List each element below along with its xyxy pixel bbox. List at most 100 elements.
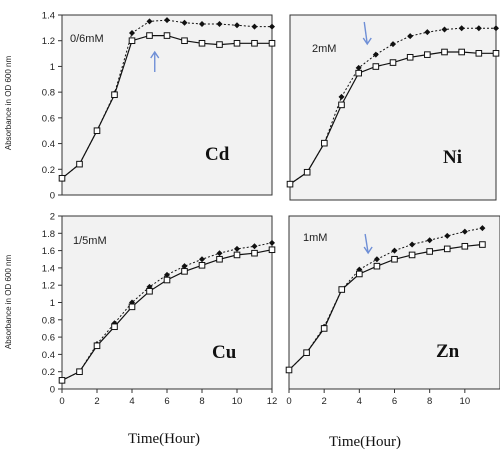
- metal-label: Zn: [436, 341, 460, 362]
- data-point: [285, 366, 293, 374]
- data-point: [390, 41, 396, 48]
- data-point: [164, 17, 170, 24]
- data-point: [58, 174, 66, 182]
- y-tick-label: 0.2: [42, 165, 55, 176]
- data-point: [372, 63, 380, 70]
- data-point: [163, 32, 171, 39]
- data-point: [391, 247, 398, 254]
- data-point: [356, 270, 363, 278]
- data-point: [461, 228, 468, 235]
- data-point: [355, 69, 362, 77]
- data-point: [389, 59, 397, 66]
- data-point: [479, 241, 486, 248]
- data-point: [286, 180, 294, 188]
- panel-cd: 0 0.2 0.4 0.6 0.8 1 1.2 1.4 0/6mM Cd: [42, 11, 276, 202]
- concentration-label: 1/5mM: [73, 235, 107, 247]
- data-point: [441, 48, 448, 56]
- data-point: [268, 246, 276, 254]
- x-tick-label: 6: [392, 396, 397, 407]
- y-tick-label: 2: [50, 212, 55, 223]
- data-point: [58, 377, 66, 384]
- data-point: [198, 39, 206, 47]
- data-point: [444, 232, 451, 239]
- data-point: [338, 101, 345, 109]
- data-point: [475, 50, 483, 57]
- y-tick-label: 0.4: [42, 350, 55, 361]
- x-tick-label: 4: [129, 396, 134, 407]
- data-point: [320, 325, 328, 332]
- data-point: [129, 30, 135, 36]
- data-point: [492, 50, 500, 57]
- data-point: [76, 368, 83, 375]
- x-tick-label: 10: [232, 396, 243, 407]
- data-point: [233, 251, 241, 259]
- y-tick-label: 0: [50, 191, 55, 202]
- panel-zn: 0 2 4 6 8 10 1mM Zn: [285, 215, 500, 407]
- y-tick-label: 0: [50, 385, 55, 396]
- y-tick-label: 1: [50, 62, 55, 73]
- data-point: [251, 39, 258, 47]
- concentration-label: 2mM: [312, 43, 336, 55]
- x-tick-label: 4: [357, 396, 362, 407]
- data-point: [251, 243, 258, 250]
- data-point: [303, 168, 311, 176]
- data-point: [199, 256, 205, 263]
- data-point: [198, 262, 206, 269]
- y-tick-label: 0.8: [42, 88, 55, 99]
- x-tick-label: 2: [94, 396, 99, 407]
- data-point: [461, 242, 469, 250]
- data-point: [321, 139, 328, 147]
- arrow-icon: [150, 50, 160, 72]
- data-point: [216, 21, 223, 27]
- x-tick-label: 8: [199, 396, 204, 407]
- data-point: [199, 21, 205, 27]
- y-tick-label: 0.4: [42, 139, 55, 150]
- data-point: [426, 248, 433, 255]
- y-tick-label: 1.2: [42, 281, 55, 292]
- data-point: [146, 18, 153, 25]
- data-point: [163, 276, 171, 284]
- y-tick-label: 1: [50, 298, 55, 309]
- data-point: [268, 39, 276, 47]
- data-point: [493, 25, 499, 32]
- metal-label: Cu: [212, 342, 237, 363]
- data-point: [251, 249, 258, 257]
- data-point: [111, 91, 118, 99]
- data-point: [181, 268, 188, 275]
- data-point: [391, 255, 398, 263]
- data-point: [373, 262, 381, 270]
- panel-ni: 2mM Ni: [286, 14, 500, 201]
- data-point: [146, 287, 153, 295]
- data-point: [234, 245, 240, 252]
- concentration-label: 1mM: [303, 232, 327, 244]
- y-tick-label: 1.6: [42, 246, 55, 257]
- data-point: [407, 33, 414, 40]
- data-point: [458, 48, 465, 56]
- data-point: [426, 237, 433, 244]
- panel-cu: 0 0.2 0.4 0.6 0.8 1 1.2 1.4 1.6 1.8 2 0 2 4 6 8 10 12 1/5m…: [42, 212, 278, 408]
- metal-label: Ni: [443, 147, 462, 168]
- y-tick-label: 0.6: [42, 333, 55, 344]
- data-point: [458, 25, 465, 32]
- y-axis-label-bottom: Absorbance in OD 600 nm: [4, 255, 13, 350]
- data-point: [216, 255, 223, 263]
- data-point: [373, 256, 380, 263]
- data-point: [424, 51, 431, 58]
- x-tick-label: 2: [322, 396, 327, 407]
- data-point: [128, 37, 136, 45]
- data-point: [93, 127, 101, 135]
- data-point: [111, 323, 118, 331]
- y-tick-label: 1.4: [42, 263, 55, 274]
- data-point: [76, 160, 83, 168]
- data-point: [372, 51, 379, 58]
- x-tick-label: 0: [286, 396, 291, 407]
- data-point: [233, 39, 241, 47]
- data-point: [269, 23, 275, 30]
- y-tick-label: 1.8: [42, 229, 55, 240]
- data-point: [406, 53, 414, 61]
- arrow-icon: [363, 233, 373, 255]
- y-axis-label-top: Absorbance in OD 600 nm: [4, 56, 13, 151]
- data-point: [216, 41, 223, 48]
- data-point: [93, 342, 101, 350]
